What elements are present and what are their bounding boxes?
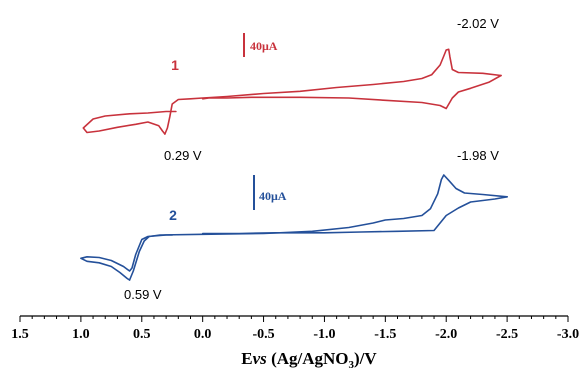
curve-label-2: 2 bbox=[169, 207, 177, 223]
peak-label: -1.98 V bbox=[457, 148, 499, 163]
series-2-return-sweep bbox=[201, 196, 508, 235]
series-1 bbox=[82, 48, 502, 135]
curve-label-1: 1 bbox=[171, 57, 179, 73]
x-axis: 1.5 1.0 0.5 0.0 -0.5 -1.0 -1.5 -2.0 -2.5 -3.0 bbox=[11, 315, 579, 342]
x-axis-title: Evs (Ag/AgNO3)/V bbox=[241, 349, 377, 371]
series-1-return-sweep bbox=[201, 74, 502, 110]
x-tick-label: 1.0 bbox=[72, 327, 90, 342]
x-tick-label: -1.0 bbox=[313, 327, 335, 342]
x-tick-label: -1.5 bbox=[374, 327, 396, 342]
x-tick-label: 0.0 bbox=[194, 327, 212, 342]
peak-label: 0.59 V bbox=[124, 287, 162, 302]
x-tick-label: -3.0 bbox=[557, 327, 579, 342]
peak-label: -2.02 V bbox=[457, 16, 499, 31]
series-2 bbox=[80, 174, 508, 281]
x-tick-label: -0.5 bbox=[252, 327, 274, 342]
x-tick-label: -2.0 bbox=[435, 327, 457, 342]
x-tick-label: 0.5 bbox=[133, 327, 151, 342]
series-2-forward-sweep bbox=[80, 234, 173, 281]
series-1-forward-sweep bbox=[82, 110, 177, 135]
series-2-reverse-sweep bbox=[128, 174, 508, 281]
annotation-layer: 1 40μA -2.02 V 0.29 V 2 40μA -1.98 V 0.59 V bbox=[124, 16, 499, 302]
x-tick-label: -2.5 bbox=[496, 327, 518, 342]
peak-label: 0.29 V bbox=[164, 148, 202, 163]
scale-bar-label: 40μA bbox=[250, 39, 278, 53]
scale-bar-label: 40μA bbox=[259, 189, 287, 203]
x-tick-label: 1.5 bbox=[11, 327, 29, 342]
curve-layer bbox=[80, 48, 508, 281]
series-1-reverse-sweep bbox=[164, 48, 502, 135]
